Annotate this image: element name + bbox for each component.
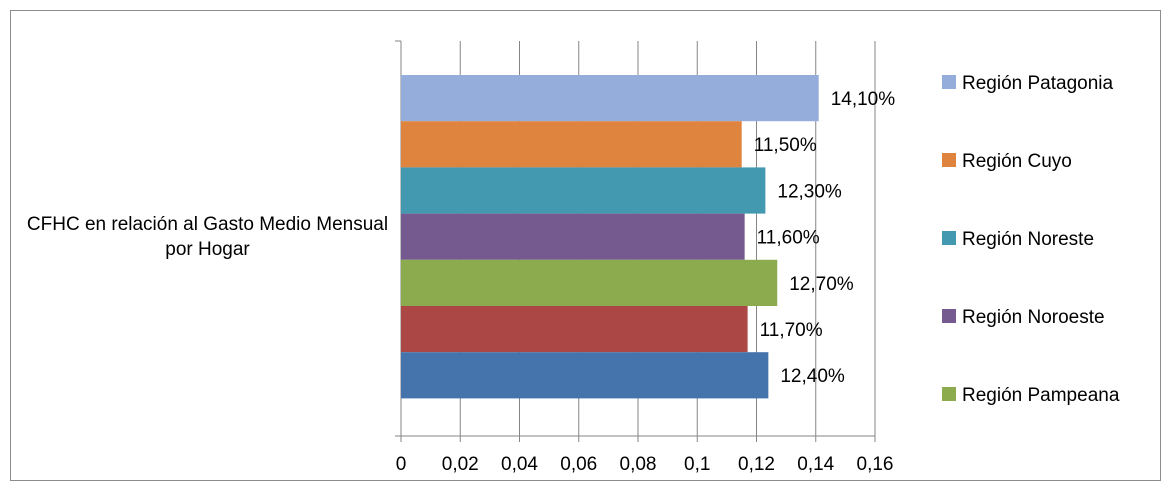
x-tick-label: 0,12 [738, 454, 775, 475]
legend-swatch [942, 387, 956, 401]
data-label: 12,40% [780, 366, 845, 387]
bar [401, 167, 766, 214]
data-label: 12,70% [789, 274, 854, 295]
data-label: 11,60% [757, 228, 820, 249]
data-label: 11,50% [754, 135, 817, 156]
legend-entry: Región Patagonia [962, 73, 1113, 94]
bar [401, 259, 778, 306]
x-tick-label: 0,08 [620, 454, 657, 475]
legend-entry: Región Cuyo [962, 151, 1072, 172]
data-label: 14,10% [831, 89, 896, 110]
bar [401, 121, 742, 168]
legend-swatch [942, 231, 956, 245]
x-tick-label: 0,04 [501, 454, 538, 475]
legend-entry: Región Noroeste [962, 307, 1105, 328]
legend-entry: Región Pampeana [962, 385, 1120, 406]
bar [401, 306, 748, 353]
x-tick-label: 0,1 [684, 454, 710, 475]
legend-entry: Región Noreste [962, 229, 1094, 250]
x-tick-label: 0,14 [797, 454, 834, 475]
x-tick-label: 0,06 [560, 454, 597, 475]
legend-swatch [942, 309, 956, 323]
bar [401, 213, 745, 260]
legend-swatch [942, 75, 956, 89]
bar [401, 75, 819, 122]
category-label: CFHC en relación al Gasto Medio Mensual … [26, 214, 389, 260]
x-tick-label: 0,02 [442, 454, 479, 475]
bar [401, 352, 769, 399]
x-tick-label: 0,16 [857, 454, 894, 475]
legend-swatch [942, 153, 956, 167]
data-label: 12,30% [777, 181, 842, 202]
x-tick-label: 0 [396, 454, 407, 475]
data-label: 11,70% [760, 320, 823, 341]
